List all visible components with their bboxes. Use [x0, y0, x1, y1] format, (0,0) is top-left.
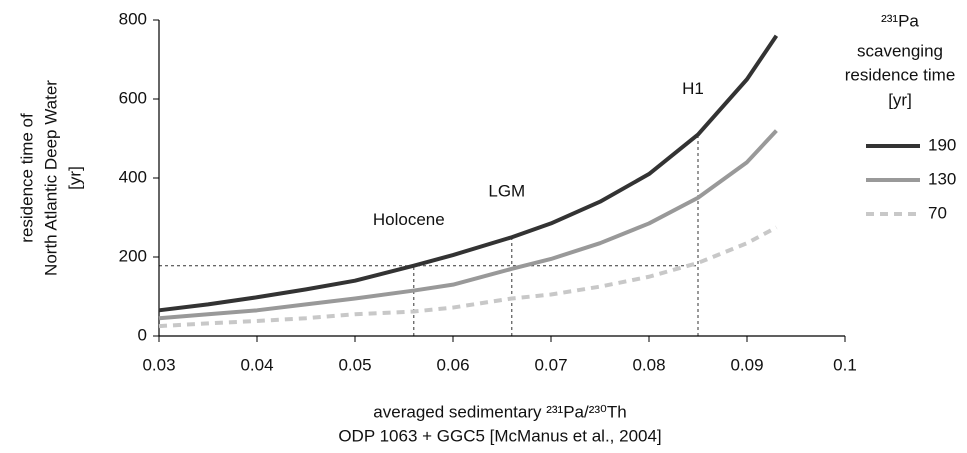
- x-tick-label: 0.09: [730, 355, 763, 374]
- marker-label: Holocene: [373, 210, 445, 229]
- x-tick-label: 0.04: [240, 355, 273, 374]
- x-tick-label: 0.03: [142, 355, 175, 374]
- marker-label: LGM: [488, 182, 525, 201]
- marker-label: H1: [682, 79, 704, 98]
- y-tick-label: 400: [119, 167, 147, 186]
- x-tick-label: 0.05: [338, 355, 371, 374]
- y-axis-title: North Atlantic Deep Water: [41, 80, 60, 276]
- y-tick-label: 0: [138, 325, 147, 344]
- legend-title: [yr]: [888, 90, 912, 109]
- y-tick-label: 800: [119, 9, 147, 28]
- x-tick-label: 0.08: [632, 355, 665, 374]
- y-axis-title: [yr]: [65, 166, 84, 190]
- y-tick-label: 200: [119, 246, 147, 265]
- x-tick-label: 0.1: [833, 355, 857, 374]
- y-axis-title: residence time of: [17, 113, 36, 243]
- legend-label: 70: [928, 203, 947, 222]
- y-tick-label: 600: [119, 88, 147, 107]
- x-tick-label: 0.06: [436, 355, 469, 374]
- legend-label: 130: [928, 169, 956, 188]
- x-tick-label: 0.07: [534, 355, 567, 374]
- series-line: [158, 129, 778, 321]
- legend-title: scavenging: [857, 41, 943, 60]
- legend-title: residence time: [845, 65, 956, 84]
- series-line: [158, 34, 779, 313]
- legend-title: ²³¹Pa: [881, 11, 919, 30]
- x-axis-title: averaged sedimentary ²³¹Pa/²³⁰Th: [373, 402, 626, 421]
- x-axis-title: ODP 1063 + GGC5 [McManus et al., 2004]: [338, 426, 661, 445]
- series-line: [158, 225, 778, 329]
- legend-label: 190: [928, 135, 956, 154]
